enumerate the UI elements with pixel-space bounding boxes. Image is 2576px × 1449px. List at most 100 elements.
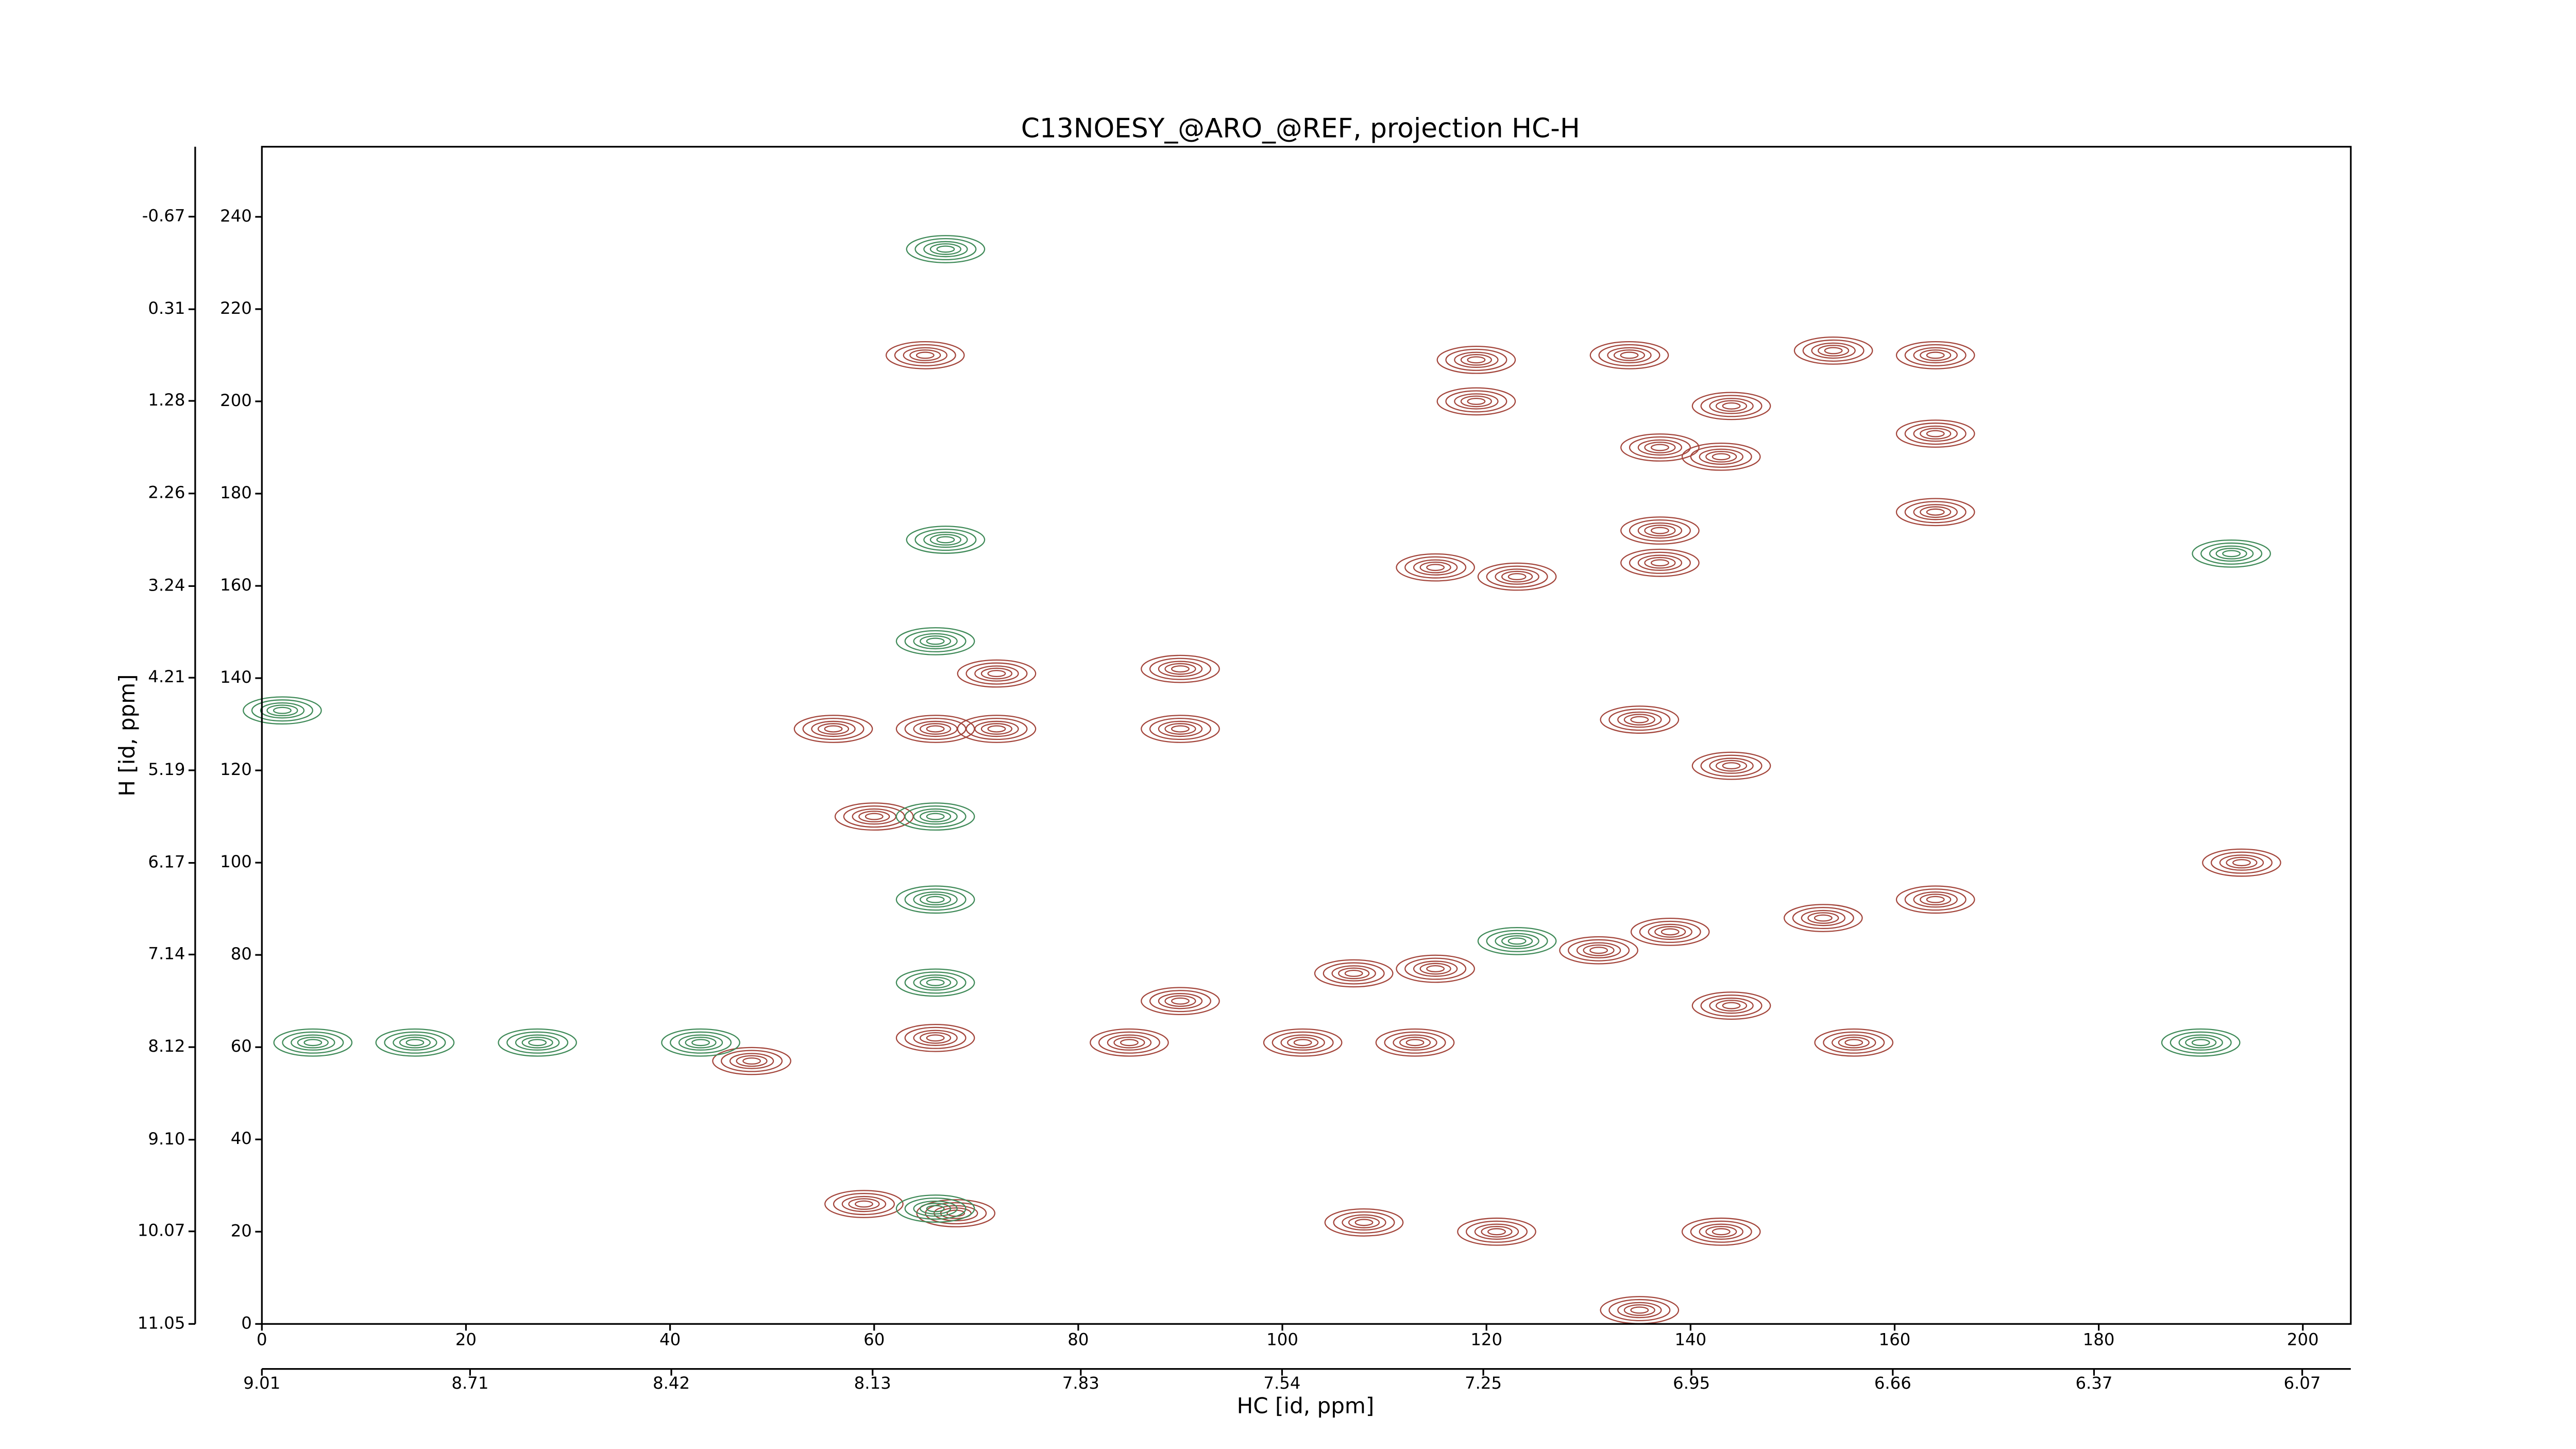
contour-line	[1559, 936, 1638, 965]
contour-line	[916, 1199, 996, 1227]
contour-line	[903, 347, 947, 364]
contour-line	[1711, 453, 1731, 461]
contour-line	[980, 667, 1013, 680]
contour-line	[1344, 969, 1363, 977]
contour-line	[1141, 987, 1220, 1016]
contour-line	[1396, 954, 1476, 983]
contour-line	[515, 1034, 560, 1051]
y-axis-label: H [id, ppm]	[114, 674, 140, 796]
x2-tick-label: 6.07	[2284, 1373, 2321, 1393]
x2-tick-label: 8.71	[451, 1373, 488, 1393]
contour-line	[841, 1195, 887, 1212]
y-tick-label: 200	[220, 391, 252, 410]
contour-line	[920, 894, 952, 906]
y-tick-label: 0	[241, 1313, 252, 1333]
contour-line	[1608, 709, 1671, 731]
contour-line	[1272, 1031, 1334, 1054]
contour-line	[1926, 430, 1945, 437]
contour-line	[904, 630, 967, 652]
contour-line	[1629, 519, 1691, 542]
contour-line	[1895, 885, 1975, 914]
y2-tick-label: 2.26	[148, 483, 185, 502]
contour-line	[965, 662, 1028, 685]
contour-line	[1171, 725, 1190, 733]
contour-line	[1419, 561, 1451, 574]
contour-line	[1824, 347, 1843, 355]
contour-line	[824, 1190, 904, 1218]
contour-line	[1507, 937, 1527, 945]
x2-tick-label: 6.37	[2075, 1373, 2112, 1393]
contour-line	[1419, 963, 1451, 975]
contour-line	[817, 723, 850, 735]
contour-line	[1818, 345, 1850, 357]
contour-line	[521, 1036, 553, 1049]
contour-line	[802, 717, 865, 740]
x-axis-label: HC [id, ppm]	[1237, 1393, 1375, 1419]
contour-line	[1802, 339, 1865, 362]
contour-line	[1690, 1220, 1752, 1243]
contour-line	[904, 971, 967, 994]
contour-line	[858, 811, 890, 822]
contour-line	[1477, 562, 1557, 591]
contour-line	[1149, 658, 1211, 680]
contour-line	[1158, 720, 1203, 737]
contour-line	[923, 531, 968, 548]
contour-line	[1568, 939, 1630, 962]
contour-line	[1700, 395, 1762, 417]
contour-line	[2185, 1036, 2217, 1049]
contour-line	[1629, 551, 1691, 574]
contour-line	[914, 528, 977, 551]
contour-line	[1926, 351, 1945, 359]
contour-line	[1654, 926, 1686, 938]
contour-line	[1617, 711, 1662, 728]
contour-line	[1467, 356, 1486, 364]
contour-line	[906, 235, 986, 263]
contour-line	[282, 1031, 344, 1054]
contour-line	[1576, 942, 1621, 958]
contour-line	[987, 725, 1006, 733]
contour-line	[1691, 991, 1771, 1020]
contour-line	[1293, 1039, 1312, 1047]
contour-line	[1501, 935, 1533, 947]
contour-line	[1681, 1217, 1761, 1246]
y2-tick-label: 8.12	[148, 1036, 185, 1056]
contour-line	[1637, 522, 1683, 539]
x-tick-label: 0	[257, 1330, 267, 1350]
x-tick-label: 180	[2083, 1330, 2115, 1350]
contour-line	[1477, 926, 1557, 955]
contour-line	[243, 696, 322, 725]
contour-line	[1792, 907, 1854, 930]
contour-line	[1149, 717, 1211, 740]
contour-line	[1507, 573, 1527, 581]
x-tick-label: 160	[1879, 1330, 1911, 1350]
y-tick-label: 240	[220, 206, 252, 226]
contour-line	[865, 813, 884, 820]
contour-line	[405, 1039, 425, 1047]
contour-line	[1700, 995, 1762, 1017]
contour-line	[2200, 542, 2263, 565]
y-tick-label: 20	[231, 1221, 252, 1240]
contour-line	[1338, 967, 1370, 980]
y2-tick-label: 1.28	[148, 390, 185, 410]
contour-line	[1630, 918, 1710, 946]
x-tick-label: 100	[1266, 1330, 1298, 1350]
contour-line	[914, 238, 977, 261]
contour-line	[1814, 914, 1833, 922]
contour-line	[916, 351, 935, 359]
contour-line	[920, 635, 952, 647]
contour-line	[393, 1034, 437, 1051]
contour-line	[1844, 1039, 1863, 1047]
contour-line	[1644, 525, 1676, 536]
contour-line	[1637, 439, 1683, 456]
contour-line	[913, 633, 958, 650]
contour-line	[1913, 347, 1958, 364]
contour-line	[926, 1205, 945, 1212]
contour-line	[1895, 498, 1975, 527]
contour-line	[1113, 1036, 1145, 1049]
contour-line	[1324, 1208, 1404, 1237]
contour-line	[2226, 856, 2258, 869]
contour-line	[1823, 1031, 1885, 1054]
contour-line	[894, 344, 956, 366]
contour-line	[1171, 665, 1190, 673]
